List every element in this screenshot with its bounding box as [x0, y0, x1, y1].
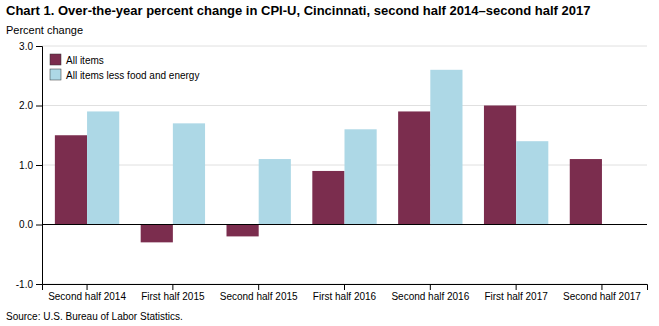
tick-label: Second half 2017: [563, 291, 641, 302]
tick-label: Second half 2014: [48, 291, 126, 302]
tick-label: First half 2017: [484, 291, 548, 302]
tick-label: Second half 2015: [220, 291, 298, 302]
bar: [141, 225, 173, 243]
tick: Second half 2015: [220, 284, 298, 302]
series: [87, 70, 548, 225]
tick-mark: [36, 225, 42, 226]
x-axis: Second half 2014 First half 2015 Second ha…: [43, 284, 648, 302]
tick-label: Second half 2016: [391, 291, 469, 302]
bar: [259, 159, 291, 224]
grid-line: [42, 46, 647, 47]
bar: [430, 70, 462, 225]
legend-item: All items: [50, 54, 104, 66]
tick-mark: [36, 46, 42, 47]
bar: [55, 135, 87, 224]
tick: Second half 2016: [391, 284, 469, 302]
tick: 1.0: [19, 160, 42, 171]
axis-line: [36, 47, 43, 285]
chart: Chart 1. Over-the-year percent change in…: [0, 0, 659, 326]
bar: [312, 171, 344, 225]
zero-line: [42, 224, 647, 225]
tick-label: 2.0: [19, 100, 33, 111]
bar: [570, 159, 602, 224]
title: Chart 1. Over-the-year percent change in…: [6, 3, 590, 18]
legend-label: All items less food and energy: [66, 70, 199, 81]
tick: 0.0: [19, 219, 42, 230]
axis-line: [43, 285, 648, 291]
tick: Second half 2017: [563, 284, 641, 302]
tick-label: First half 2016: [313, 291, 377, 302]
legend-label: All items: [66, 55, 104, 66]
legend-item: All items less food and energy: [50, 69, 199, 81]
bar: [398, 111, 430, 224]
tick-mark: [516, 284, 517, 290]
legend-swatch: [50, 54, 61, 65]
tick-mark: [36, 165, 42, 166]
bar: [516, 141, 548, 224]
tick-mark: [258, 284, 259, 290]
plot: -1.0 0.0 1.0 2.0 3.0 Second half 2014 First ha…: [16, 41, 648, 302]
tick-mark: [172, 284, 173, 290]
y-axis-label: Percent change: [6, 24, 83, 36]
series: [55, 106, 602, 243]
bar: [484, 106, 516, 225]
bar: [173, 123, 205, 224]
tick: 3.0: [19, 41, 42, 52]
tick-label: First half 2015: [141, 291, 205, 302]
tick-label: 1.0: [19, 160, 33, 171]
tick: First half 2015: [141, 284, 205, 302]
tick-mark: [430, 284, 431, 290]
tick-label: 3.0: [19, 41, 33, 52]
tick-mark: [601, 284, 602, 290]
tick-mark: [344, 284, 345, 290]
tick-mark: [87, 284, 88, 290]
y-axis: -1.0 0.0 1.0 2.0 3.0: [16, 41, 43, 290]
bar: [345, 129, 377, 224]
grid-line: [42, 224, 647, 225]
tick: First half 2016: [313, 284, 377, 302]
annotation: Source: U.S. Bureau of Labor Statistics.: [6, 311, 183, 322]
tick: 2.0: [19, 100, 42, 111]
tick-label: 0.0: [19, 219, 33, 230]
legend-swatch: [50, 69, 61, 80]
tick: -1.0: [16, 279, 42, 290]
tick: First half 2017: [484, 284, 548, 302]
legend: All items All items less food and energy: [50, 54, 199, 81]
bars: [55, 70, 602, 243]
bar: [227, 225, 259, 237]
tick: Second half 2014: [48, 284, 126, 302]
tick-mark: [36, 284, 42, 285]
grid-line: [42, 105, 647, 106]
tick-mark: [36, 106, 42, 107]
grid: [42, 46, 647, 284]
tick-label: -1.0: [16, 279, 34, 290]
bar: [87, 111, 119, 224]
